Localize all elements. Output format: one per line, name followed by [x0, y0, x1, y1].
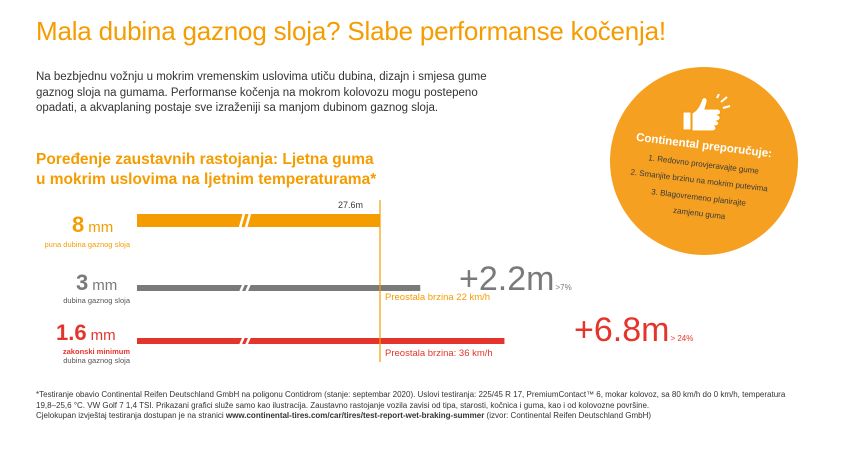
row-16mm-value: 1.6 mm — [56, 320, 116, 346]
reference-distance-label: 27.6m — [338, 200, 364, 210]
row-3mm-value: 3 mm — [76, 270, 117, 296]
report-link[interactable]: www.continental-tires.com/car/tires/test… — [225, 411, 485, 420]
footnote: *Testiranje obavio Continental Reifen De… — [36, 390, 806, 422]
row-16mm-unit: mm — [90, 327, 116, 344]
footnote-text: *Testiranje obavio Continental Reifen De… — [36, 390, 786, 410]
bar-16mm-break-mark — [237, 333, 253, 349]
footnote-source: Cjelokupan izvještaj testiranja dostupan… — [36, 411, 806, 422]
row-8mm-number: 8 — [72, 212, 85, 237]
row-3mm-sublabel: dubina gaznog sloja — [63, 296, 130, 305]
bar-3mm — [137, 285, 421, 291]
diff-16mm: +6.8m> 24% — [574, 313, 693, 356]
diff-16mm-value: +6.8m — [574, 311, 670, 349]
chart-title-line-1: Poređenje zaustavnih rastojanja: Ljetna … — [36, 151, 374, 168]
row-16mm-sublabel-bold: zakonski minimum — [62, 347, 130, 356]
chart-title: Poređenje zaustavnih rastojanja: Ljetna … — [36, 150, 456, 190]
residual-speed-16mm: Preostala brzina: 36 km/h — [385, 348, 493, 359]
intro-paragraph: Na bezbjednu vožnju u mokrim vremenskim … — [36, 71, 487, 114]
diff-3mm-value: +2.2m — [459, 260, 555, 298]
row-3mm-number: 3 — [76, 270, 89, 295]
row-3mm-unit: mm — [92, 277, 118, 294]
residual-speed-3mm: Preostala brzina 22 km/h — [385, 292, 491, 303]
bar-8mm — [137, 214, 380, 227]
footnote-suffix: (izvor: Continental Reifen Deutschland G… — [484, 411, 652, 420]
page-title: Mala dubina gaznog sloja? Slabe performa… — [36, 16, 666, 46]
diff-3mm-pct: >7% — [555, 283, 572, 292]
thumbs-up-icon — [682, 94, 731, 132]
diff-16mm-pct: > 24% — [670, 334, 694, 343]
bar-16mm — [137, 338, 505, 344]
row-16mm-sublabel: zakonski minimum dubina gaznog sloja — [20, 347, 130, 365]
chart-title-line-2: u mokrim uslovima na ljetnim temperatura… — [36, 171, 377, 188]
row-8mm-unit: mm — [88, 219, 114, 236]
row-8mm-value: 8 mm — [72, 212, 113, 238]
diff-3mm: +2.2m>7% — [459, 262, 572, 305]
row-16mm-sublabel-text: dubina gaznog sloja — [63, 356, 130, 365]
bar-3mm-break-mark — [237, 280, 253, 296]
footnote-prefix: Cjelokupan izvještaj testiranja dostupan… — [36, 411, 226, 420]
row-8mm-sublabel: puna dubina gaznog sloja — [44, 240, 131, 249]
bar-8mm-break-mark — [237, 209, 253, 232]
row-16mm-number: 1.6 — [56, 320, 87, 345]
